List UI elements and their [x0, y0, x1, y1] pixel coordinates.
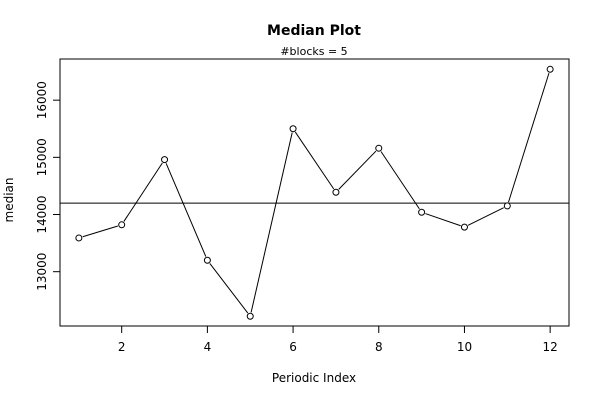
data-point [375, 144, 383, 152]
series-line-segment [338, 150, 377, 190]
x-tick-label: 4 [204, 340, 212, 354]
x-tick-label: 6 [289, 340, 297, 354]
data-point [289, 125, 297, 133]
series-line-segment [294, 131, 335, 190]
data-point [460, 223, 468, 231]
y-axis-label: median [2, 178, 16, 223]
data-point [203, 256, 211, 264]
x-tick-label: 8 [375, 340, 383, 354]
chart-title: Median Plot [267, 23, 361, 39]
data-point [503, 202, 511, 210]
series-line-segment [425, 213, 461, 227]
series-line-segment [508, 72, 550, 203]
series-line-segment [165, 163, 207, 257]
y-tick-label: 14000 [35, 195, 49, 233]
x-tick-label: 10 [457, 340, 472, 354]
series-line-segment [380, 151, 420, 210]
data-point [246, 312, 254, 320]
x-tick-label: 12 [543, 340, 558, 354]
x-tick-label: 2 [118, 340, 126, 354]
data-point [546, 65, 554, 73]
data-point [118, 221, 126, 229]
series-line-segment [123, 162, 163, 222]
series-line-segment [209, 263, 249, 314]
data-point [161, 156, 169, 164]
data-point [418, 208, 426, 216]
y-tick-label: 15000 [35, 138, 49, 176]
series-line-segment [467, 207, 504, 226]
plot-frame [59, 58, 570, 327]
data-point [332, 188, 340, 196]
chart-marks: 2 4 6 8 10 12 13000 14000 15000 16000 [35, 65, 569, 354]
y-tick-label: 13000 [35, 253, 49, 291]
series-line-segment [82, 225, 119, 238]
chart-subtitle: #blocks = 5 [280, 45, 347, 58]
y-tick-label: 16000 [35, 81, 49, 119]
x-axis-label: Periodic Index [272, 371, 356, 385]
series-line-segment [250, 132, 293, 313]
data-point [75, 234, 83, 242]
